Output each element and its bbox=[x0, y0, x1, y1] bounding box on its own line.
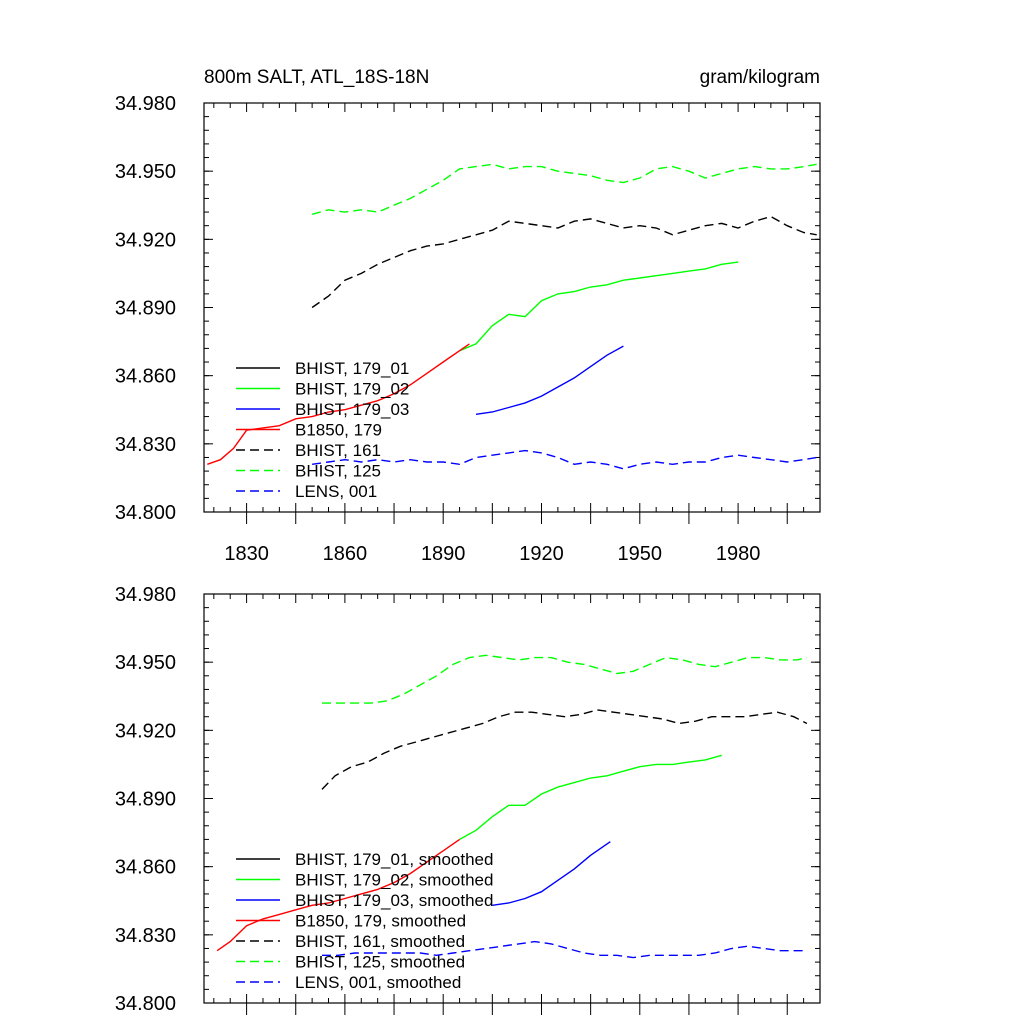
top-panel-units: gram/kilogram bbox=[700, 67, 820, 88]
top-xtick-label: 1950 bbox=[618, 543, 663, 565]
bottom-legend-label: BHIST, 179_01, smoothed bbox=[295, 850, 493, 869]
top-ytick-label: 34.890 bbox=[115, 298, 176, 320]
top-legend-label: LENS, 001 bbox=[295, 482, 377, 501]
top-legend-label: BHIST, 179_02 bbox=[295, 380, 409, 399]
bottom-series-line bbox=[459, 754, 722, 841]
bottom-ytick-label: 34.890 bbox=[115, 789, 176, 811]
top-legend-label: BHIST, 179_01 bbox=[295, 359, 409, 378]
top-ytick-label: 34.920 bbox=[115, 229, 176, 251]
bottom-series-line bbox=[321, 709, 808, 790]
top-xtick-label: 1890 bbox=[421, 543, 466, 565]
bottom-legend-label: BHIST, 125, smoothed bbox=[295, 953, 465, 972]
top-ytick-label: 34.830 bbox=[115, 434, 176, 456]
top-series-line bbox=[475, 345, 624, 415]
bottom-series-line bbox=[322, 940, 807, 959]
bottom-ytick-label: 34.980 bbox=[115, 584, 176, 606]
top-series-line bbox=[312, 449, 817, 470]
bottom-ytick-label: 34.800 bbox=[115, 993, 176, 1015]
top-panel-title: 800m SALT, ATL_18S-18N bbox=[204, 67, 429, 88]
bottom-legend-label: BHIST, 179_03, smoothed bbox=[295, 891, 493, 910]
bottom-series-line bbox=[216, 838, 460, 952]
top-ytick-label: 34.800 bbox=[115, 502, 176, 524]
bottom-legend-label: B1850, 179, smoothed bbox=[295, 912, 466, 931]
bottom-series-line bbox=[322, 654, 808, 704]
bottom-panel: 34.800 34.830 34.860 34.890 34.920 34.950 34.9… bbox=[115, 584, 821, 1015]
top-series-line bbox=[311, 215, 817, 309]
top-ytick-label: 34.950 bbox=[115, 161, 176, 183]
top-ytick-label: 34.980 bbox=[115, 93, 176, 115]
top-series-line bbox=[311, 163, 817, 215]
bottom-ytick-label: 34.860 bbox=[115, 857, 176, 879]
top-panel: 800m SALT, ATL_18S-18N gram/kilogram 34.… bbox=[115, 67, 821, 565]
top-ytick-label: 34.860 bbox=[115, 366, 176, 388]
bottom-ytick-label: 34.950 bbox=[115, 652, 176, 674]
bottom-legend-label: BHIST, 161, smoothed bbox=[295, 932, 465, 951]
bottom-legend-label: LENS, 001, smoothed bbox=[295, 973, 461, 992]
top-legend-label: BHIST, 161 bbox=[295, 441, 381, 460]
top-legend-label: BHIST, 125 bbox=[295, 462, 381, 481]
bottom-legend-label: BHIST, 179_02, smoothed bbox=[295, 871, 493, 890]
bottom-ytick-label: 34.830 bbox=[115, 925, 176, 947]
bottom-series-line bbox=[492, 841, 611, 906]
top-legend-label: B1850, 179 bbox=[295, 421, 382, 440]
top-xtick-label: 1920 bbox=[519, 543, 564, 565]
top-xtick-label: 1980 bbox=[716, 543, 761, 565]
top-xtick-label: 1860 bbox=[323, 543, 368, 565]
top-series-line bbox=[459, 261, 739, 352]
top-xtick-label: 1830 bbox=[224, 543, 269, 565]
top-series-line bbox=[207, 343, 470, 465]
bottom-ytick-label: 34.920 bbox=[115, 720, 176, 742]
top-legend-label: BHIST, 179_03 bbox=[295, 400, 409, 419]
